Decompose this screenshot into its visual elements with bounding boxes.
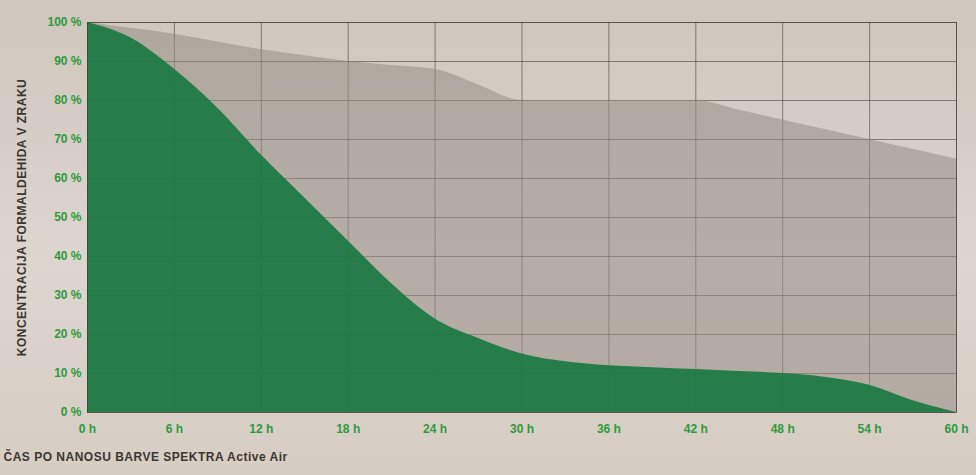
svg-text:0 %: 0 % bbox=[61, 405, 82, 419]
svg-text:60 h: 60 h bbox=[944, 422, 968, 436]
svg-text:12 h: 12 h bbox=[249, 422, 273, 436]
svg-text:ČAS PO NANOSU BARVE SPEKTRA Ac: ČAS PO NANOSU BARVE SPEKTRA Active Air bbox=[4, 449, 288, 464]
svg-text:70 %: 70 % bbox=[54, 132, 82, 146]
svg-text:30 h: 30 h bbox=[510, 422, 534, 436]
svg-text:42 h: 42 h bbox=[684, 422, 708, 436]
svg-text:KONCENTRACIJA FORMALDEHIDA V Z: KONCENTRACIJA FORMALDEHIDA V ZRAKU bbox=[15, 79, 29, 356]
svg-text:0 h: 0 h bbox=[79, 422, 96, 436]
svg-text:20 %: 20 % bbox=[54, 327, 82, 341]
svg-text:10 %: 10 % bbox=[54, 366, 82, 380]
svg-text:50 %: 50 % bbox=[54, 210, 82, 224]
svg-text:30 %: 30 % bbox=[54, 288, 82, 302]
svg-text:48 h: 48 h bbox=[771, 422, 795, 436]
svg-text:100 %: 100 % bbox=[47, 15, 81, 29]
svg-text:40 %: 40 % bbox=[54, 249, 82, 263]
svg-text:24 h: 24 h bbox=[423, 422, 447, 436]
svg-text:54 h: 54 h bbox=[858, 422, 882, 436]
svg-text:60 %: 60 % bbox=[54, 171, 82, 185]
svg-text:18 h: 18 h bbox=[336, 422, 360, 436]
svg-text:36 h: 36 h bbox=[597, 422, 621, 436]
svg-text:90 %: 90 % bbox=[54, 54, 82, 68]
svg-text:80 %: 80 % bbox=[54, 93, 82, 107]
svg-text:6 h: 6 h bbox=[166, 422, 183, 436]
